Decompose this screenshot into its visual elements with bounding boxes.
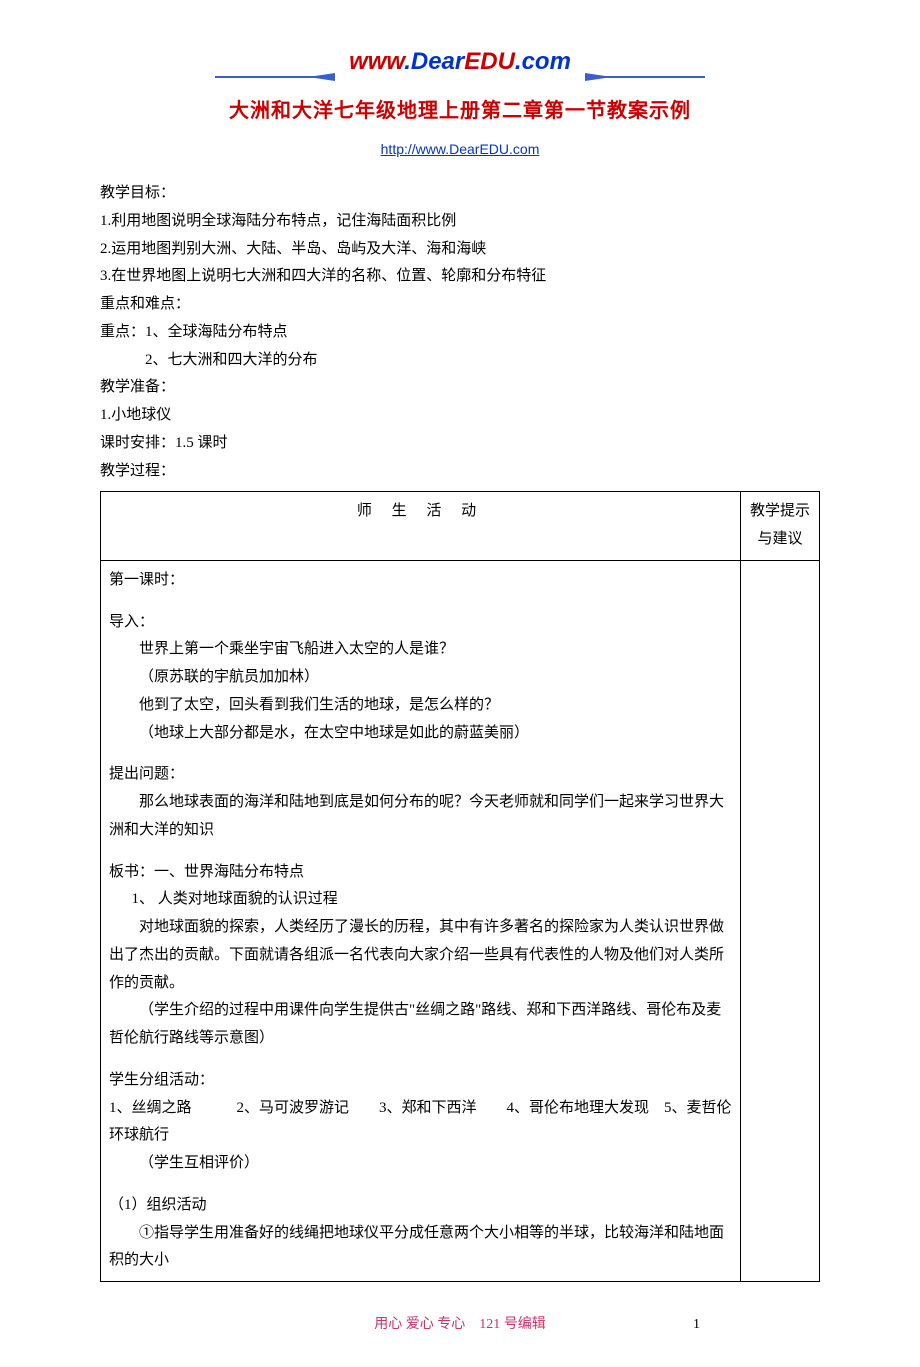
intro-l4: （地球上大部分都是水，在太空中地球是如此的蔚蓝美丽） [109,720,732,748]
logo-www: www [349,48,404,75]
logo-deco-left [215,64,335,68]
group-eval: （学生互相评价） [109,1150,732,1178]
table-header-row: 师 生 活 动 教学提示与建议 [101,492,820,561]
group-items: 1、丝绸之路 2、马可波罗游记 3、郑和下西洋 4、哥伦布地理大发现 5、麦哲伦… [109,1095,732,1151]
lesson-first: 第一课时： [109,567,732,595]
board-heading: 板书：一、世界海陆分布特点 [109,859,732,887]
lesson-table: 师 生 活 动 教学提示与建议 第一课时： 导入： 世界上第一个乘坐宇宙飞船进入… [100,491,820,1282]
logo-text: www.DearEDU.com [349,40,571,83]
source-link-wrap: http://www.DearEDU.com [100,137,820,164]
logo-dear: Dear [411,48,464,75]
logo-dot2: . [515,48,522,75]
page-number: 1 [693,1312,700,1337]
org-l1: ①指导学生用准备好的线绳把地球仪平分成任意两个大小相等的半球，比较海洋和陆地面积… [109,1220,732,1276]
schedule: 课时安排：1.5 课时 [100,430,820,458]
org-heading: （1）组织活动 [109,1192,732,1220]
intro-l3: 他到了太空，回头看到我们生活的地球，是怎么样的？ [109,692,732,720]
intro-l2: （原苏联的宇航员加加林） [109,664,732,692]
col-activity-header: 师 生 活 动 [101,492,741,561]
activity-cell: 第一课时： 导入： 世界上第一个乘坐宇宙飞船进入太空的人是谁？ （原苏联的宇航员… [101,560,741,1281]
board-l1: 1、 人类对地球面貌的认识过程 [109,886,732,914]
col-suggest-header: 教学提示与建议 [740,492,819,561]
source-link[interactable]: http://www.DearEDU.com [381,141,540,157]
goal-2: 2.运用地图判别大洲、大陆、半岛、岛屿及大洋、海和海峡 [100,236,820,264]
prep-heading: 教学准备： [100,374,820,402]
question-heading: 提出问题： [109,761,732,789]
logo-com: com [522,48,571,75]
intro-heading: 导入： [109,609,732,637]
document-body: 教学目标： 1.利用地图说明全球海陆分布特点，记住海陆面积比例 2.运用地图判别… [100,180,820,1282]
keypoints-heading: 重点和难点： [100,291,820,319]
site-logo: www.DearEDU.com [100,40,820,83]
question-l1: 那么地球表面的海洋和陆地到底是如何分布的呢？今天老师就和同学们一起来学习世界大洲… [109,789,732,845]
keypoint-2: 2、七大洲和四大洋的分布 [100,347,820,375]
process-heading: 教学过程： [100,458,820,486]
logo-deco-right [585,64,705,68]
goals-heading: 教学目标： [100,180,820,208]
footer-text: 用心 爱心 专心 121 号编辑 [374,1317,546,1332]
table-content-row: 第一课时： 导入： 世界上第一个乘坐宇宙飞船进入太空的人是谁？ （原苏联的宇航员… [101,560,820,1281]
logo-edu: EDU [464,48,515,75]
page-title: 大洲和大洋七年级地理上册第二章第一节教案示例 [100,93,820,129]
board-l2: 对地球面貌的探索，人类经历了漫长的历程，其中有许多著名的探险家为人类认识世界做出… [109,914,732,997]
goal-1: 1.利用地图说明全球海陆分布特点，记住海陆面积比例 [100,208,820,236]
prep-item: 1.小地球仪 [100,402,820,430]
group-heading: 学生分组活动： [109,1067,732,1095]
keypoint-1: 重点：1、全球海陆分布特点 [100,319,820,347]
suggest-cell [740,560,819,1281]
goal-3: 3.在世界地图上说明七大洲和四大洋的名称、位置、轮廓和分布特征 [100,263,820,291]
board-l3: （学生介绍的过程中用课件向学生提供古"丝绸之路"路线、郑和下西洋路线、哥伦布及麦… [109,997,732,1053]
footer: 用心 爱心 专心 121 号编辑 1 [100,1312,820,1337]
logo-dot1: . [404,48,411,75]
intro-l1: 世界上第一个乘坐宇宙飞船进入太空的人是谁？ [109,636,732,664]
